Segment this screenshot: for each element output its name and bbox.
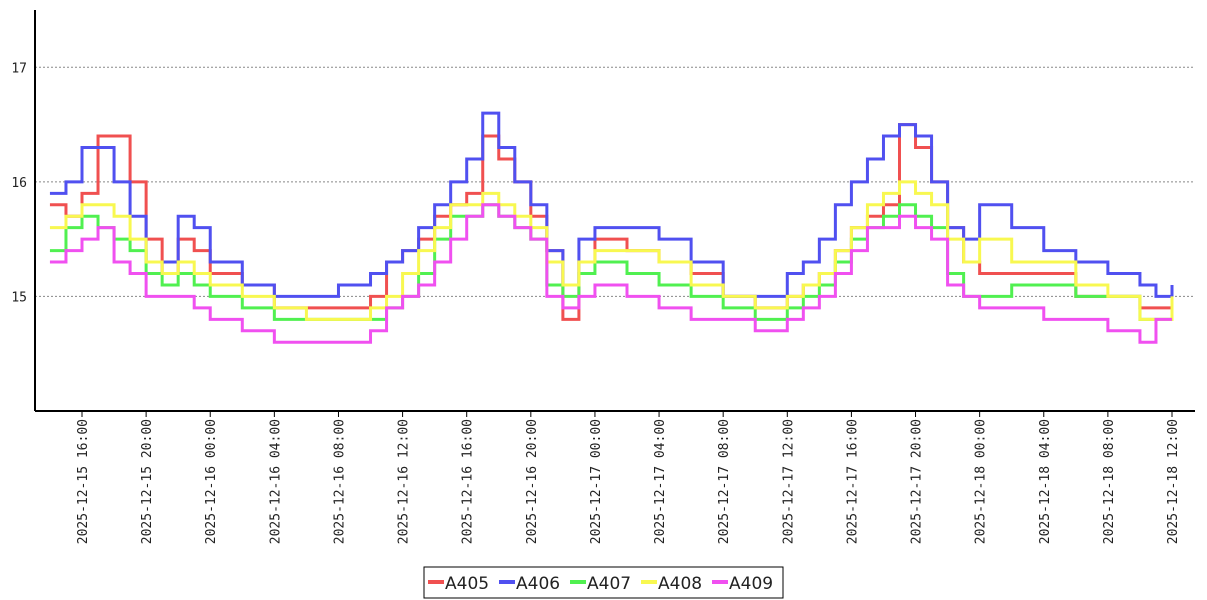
axes [34, 10, 1195, 417]
x-tick-label: 2025-12-17 16:00 [845, 419, 860, 544]
x-tick-label: 2025-12-17 08:00 [717, 419, 732, 544]
series-line-a407 [49, 203, 1172, 321]
y-tick-label: 17 [11, 61, 27, 76]
legend-label: A409 [729, 574, 773, 594]
x-tick-label: 2025-12-18 00:00 [974, 419, 989, 544]
x-tick-label: 2025-12-16 12:00 [397, 419, 412, 544]
x-tick-label: 2025-12-15 16:00 [76, 419, 91, 544]
y-tick-labels: 15 16 17 [11, 61, 27, 305]
y-tick-label: 16 [11, 176, 27, 191]
plot-area [49, 111, 1174, 344]
x-tick-label: 2025-12-16 00:00 [204, 419, 219, 544]
x-tick-label: 2025-12-18 12:00 [1166, 419, 1181, 544]
x-tick-label: 2025-12-18 08:00 [1102, 419, 1117, 544]
x-tick-label: 2025-12-17 12:00 [781, 419, 796, 544]
x-tick-label: 2025-12-15 20:00 [140, 419, 155, 544]
x-tick-label: 2025-12-17 20:00 [910, 419, 925, 544]
series-line-a409 [49, 203, 1172, 344]
legend-label: A408 [658, 574, 702, 594]
x-tick-label: 2025-12-16 04:00 [268, 419, 283, 544]
legend-label: A406 [516, 574, 560, 594]
x-tick-labels: 2025-12-15 16:00 2025-12-15 20:00 2025-12-… [76, 419, 1181, 544]
x-tick-label: 2025-12-16 16:00 [461, 419, 476, 544]
series-line-a405 [49, 123, 1172, 321]
legend-label: A407 [587, 574, 631, 594]
x-tick-label: 2025-12-17 04:00 [653, 419, 668, 544]
series-line-a406 [49, 111, 1174, 298]
legend: A405 A406 A407 A408 A409 [423, 566, 784, 599]
series-line-a408 [49, 180, 1174, 321]
legend-label: A405 [445, 574, 489, 594]
x-tick-label: 2025-12-16 20:00 [525, 419, 540, 544]
y-tick-label: 15 [11, 290, 27, 305]
x-tick-label: 2025-12-17 00:00 [589, 419, 604, 544]
x-tick-label: 2025-12-16 08:00 [332, 419, 347, 544]
x-tick-label: 2025-12-18 04:00 [1038, 419, 1053, 544]
